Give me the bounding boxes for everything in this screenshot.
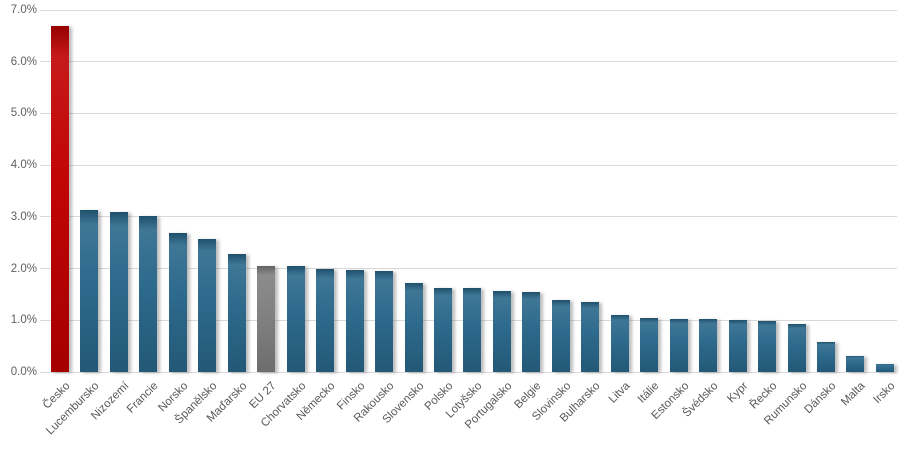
- y-tick-label: 1.0%: [10, 314, 37, 327]
- y-tick-label: 3.0%: [10, 210, 37, 223]
- bar: [316, 268, 335, 372]
- bar: [610, 315, 629, 372]
- x-axis-label: Itálie: [636, 380, 662, 406]
- bar: [669, 318, 688, 372]
- gridline: [40, 9, 897, 11]
- gridline: [40, 164, 897, 166]
- bar: [640, 318, 659, 372]
- bar: [699, 319, 718, 372]
- y-tick-label: 4.0%: [10, 159, 37, 172]
- bar: [227, 254, 246, 372]
- bar: [168, 232, 187, 372]
- bar: [257, 265, 276, 372]
- gridline: [40, 61, 897, 63]
- bar: [345, 270, 364, 372]
- x-axis-label: Dánsko: [802, 380, 839, 417]
- bar: [758, 321, 777, 372]
- y-tick-label: 2.0%: [10, 262, 37, 275]
- bar: [286, 265, 305, 372]
- bar: [198, 239, 217, 372]
- x-axis-label: Irsko: [871, 380, 898, 407]
- gridline: [40, 268, 897, 270]
- bar: [109, 211, 128, 372]
- x-axis-label: Malta: [839, 380, 868, 409]
- bar: [522, 291, 541, 372]
- bar: [875, 364, 894, 372]
- y-tick-label: 5.0%: [10, 107, 37, 120]
- bar: [816, 342, 835, 372]
- gridline: [40, 216, 897, 218]
- bar: [492, 290, 511, 372]
- bar: [80, 210, 99, 372]
- bar: [551, 300, 570, 372]
- y-tick-label: 0.0%: [10, 366, 37, 378]
- bar: [433, 287, 452, 372]
- bar: [404, 283, 423, 372]
- y-tick-label: 7.0%: [10, 4, 37, 16]
- gridline: [40, 112, 897, 114]
- y-tick-label: 6.0%: [10, 55, 37, 68]
- bar: [846, 355, 865, 372]
- x-axis-label: Kypr: [724, 380, 751, 406]
- bar: [787, 323, 806, 372]
- gridline: [40, 371, 897, 373]
- bar: [463, 288, 482, 372]
- bar: [581, 302, 600, 372]
- bar: [51, 25, 69, 372]
- x-axis-label: Francie: [125, 380, 161, 416]
- bar: [139, 215, 158, 372]
- bar: [375, 270, 394, 372]
- x-axis-label: Litva: [606, 380, 633, 406]
- bar: [728, 320, 747, 372]
